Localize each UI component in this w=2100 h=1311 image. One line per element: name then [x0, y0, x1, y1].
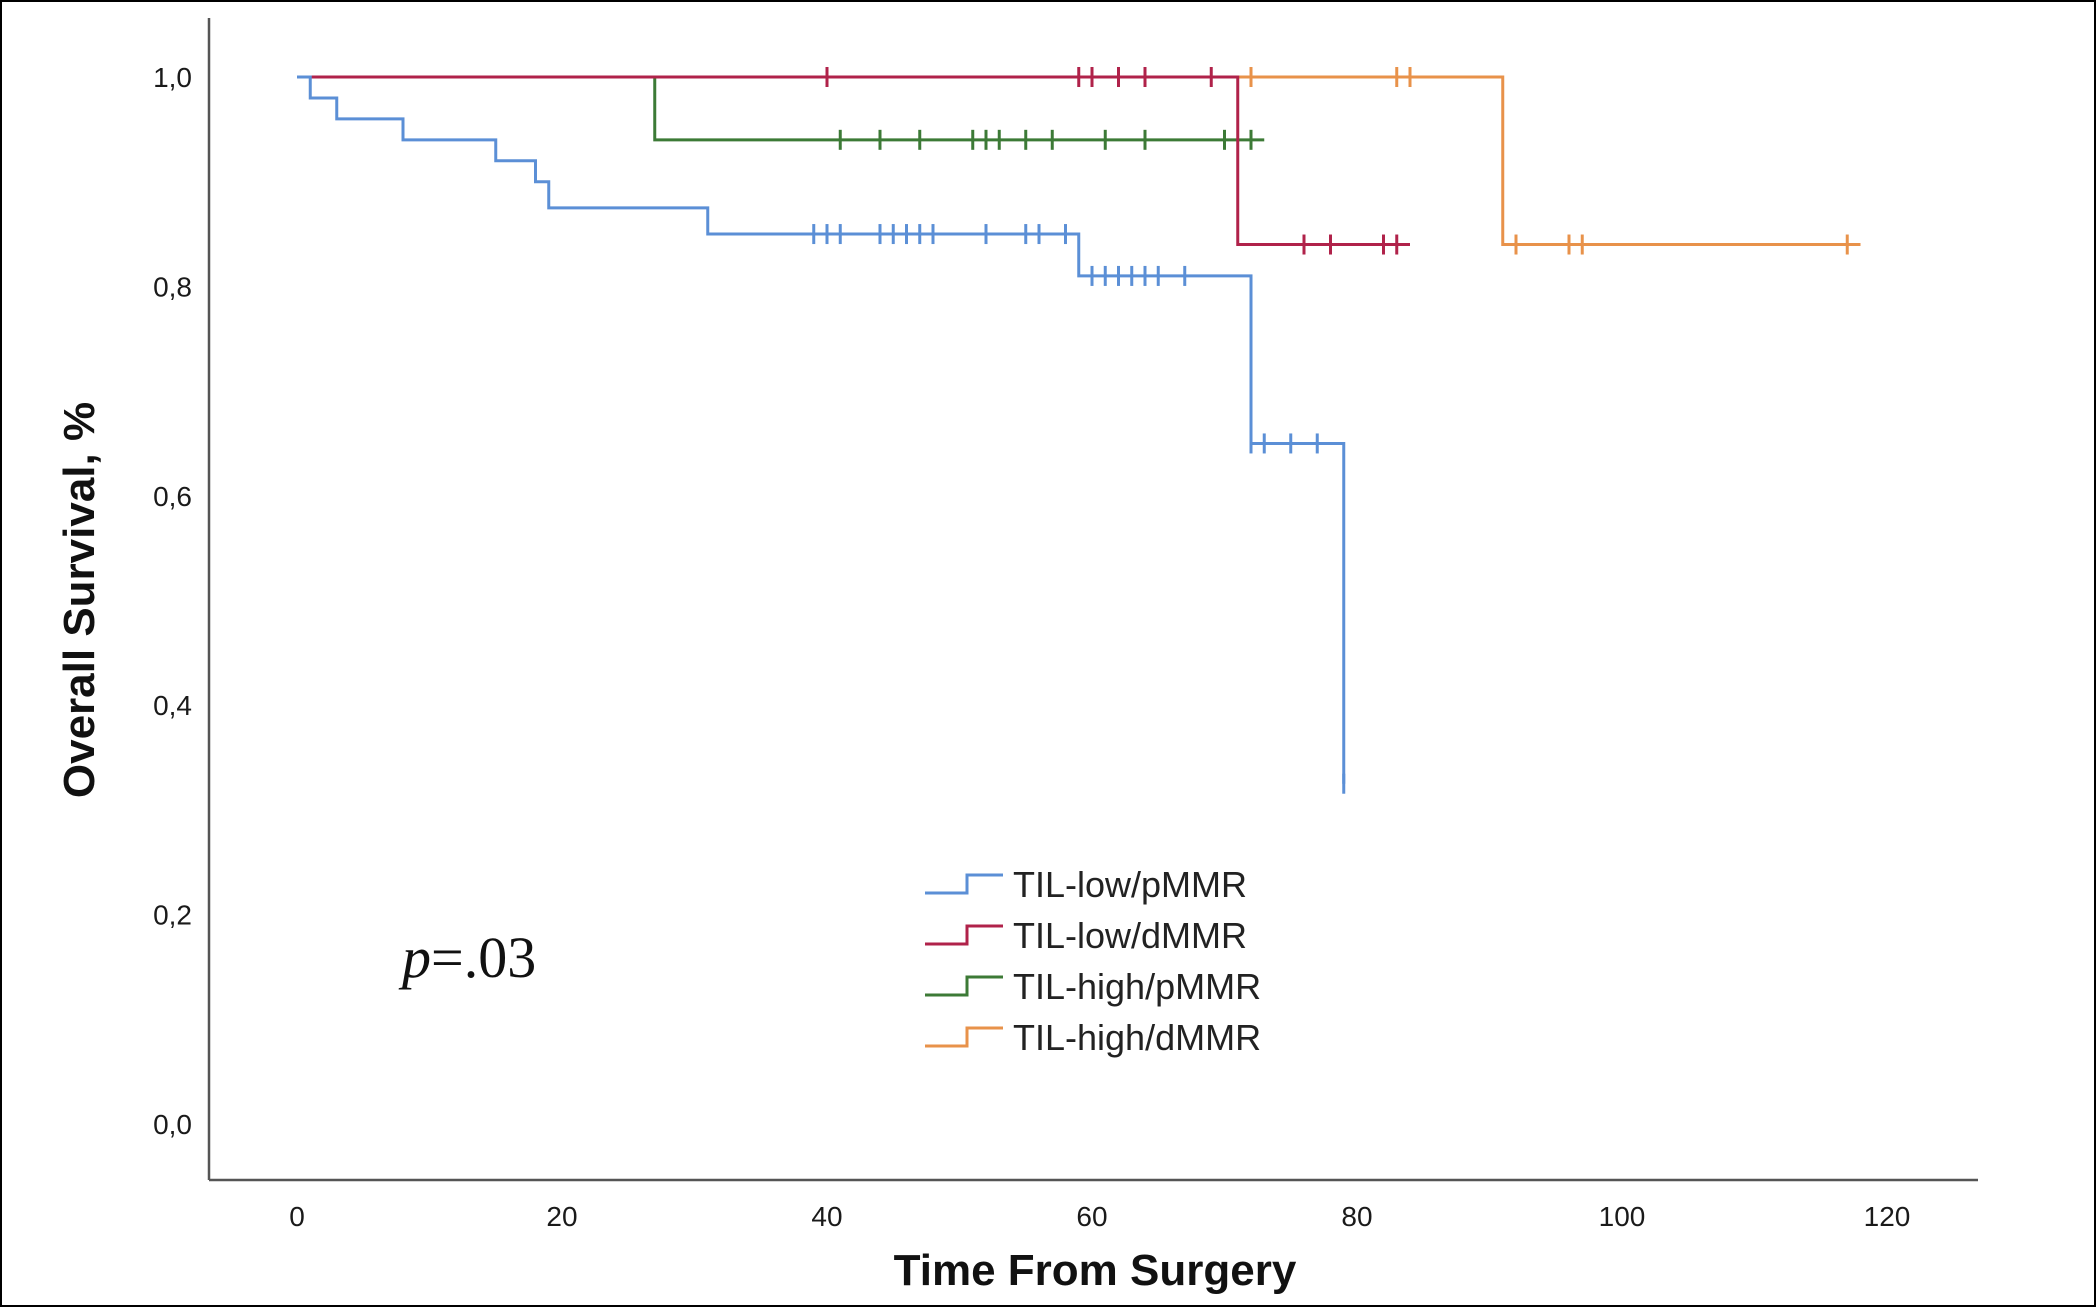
x-tick-label: 100	[1599, 1201, 1646, 1232]
legend-item: TIL-low/pMMR	[925, 864, 1247, 905]
y-tick-label: 0,2	[153, 900, 192, 931]
y-tick-label: 0,4	[153, 690, 192, 721]
x-tick-label: 60	[1076, 1201, 1107, 1232]
y-tick-label: 0,0	[153, 1109, 192, 1140]
legend-item: TIL-high/pMMR	[925, 966, 1261, 1007]
x-tick-label: 0	[289, 1201, 305, 1232]
legend-label: TIL-low/pMMR	[1013, 864, 1247, 905]
series-til-low-pmmr	[297, 75, 1346, 794]
survival-curves	[297, 67, 1861, 794]
legend-swatch	[925, 924, 1003, 946]
legend-swatch	[925, 1026, 1003, 1048]
x-tick-label: 20	[546, 1201, 577, 1232]
legend-label: TIL-high/dMMR	[1013, 1017, 1261, 1058]
legend-swatch	[925, 873, 1003, 895]
survival-line	[297, 75, 1410, 247]
legend-item: TIL-high/dMMR	[925, 1017, 1261, 1058]
p-value-symbol: p	[398, 925, 431, 990]
x-tick-label: 40	[811, 1201, 842, 1232]
series-til-low-dmmr	[297, 67, 1410, 255]
x-tick-label: 120	[1864, 1201, 1911, 1232]
p-value-text: =.03	[431, 925, 536, 990]
p-value-annotation: p=.03	[398, 925, 536, 990]
x-axis-title: Time From Surgery	[894, 1246, 1297, 1295]
legend-item: TIL-low/dMMR	[925, 915, 1247, 956]
legend-swatch	[925, 975, 1003, 997]
y-tick-labels: 0,0 0,2 0,4 0,6 0,8 1,0	[153, 62, 192, 1140]
legend-label: TIL-low/dMMR	[1013, 915, 1247, 956]
y-axis-title: Overall Survival, %	[55, 402, 104, 798]
y-tick-label: 0,6	[153, 481, 192, 512]
legend-label: TIL-high/pMMR	[1013, 966, 1261, 1007]
legend: TIL-low/pMMR TIL-low/dMMR TIL-high/pMMR TIL…	[925, 864, 1261, 1058]
y-tick-label: 0,8	[153, 271, 192, 302]
x-tick-labels: 0 20 40 60 80 100 120	[289, 1201, 1910, 1232]
y-tick-label: 1,0	[153, 62, 192, 93]
survival-line	[297, 75, 1346, 784]
x-tick-label: 80	[1341, 1201, 1372, 1232]
